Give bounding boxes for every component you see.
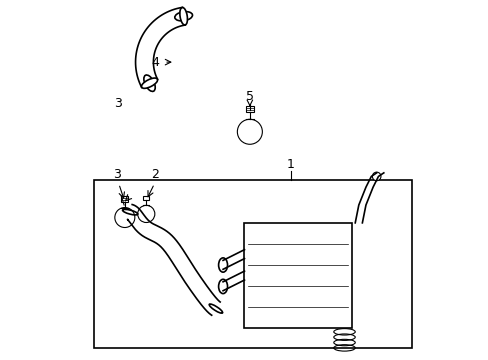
Ellipse shape — [180, 8, 187, 25]
Ellipse shape — [122, 210, 138, 215]
Ellipse shape — [141, 78, 157, 88]
Bar — [245, 106, 254, 112]
Text: 4: 4 — [151, 55, 159, 69]
Bar — [121, 197, 128, 202]
Ellipse shape — [218, 279, 227, 294]
Ellipse shape — [218, 258, 227, 272]
Bar — [244, 223, 351, 328]
Text: 2: 2 — [151, 168, 159, 181]
Ellipse shape — [209, 304, 222, 313]
Text: 1: 1 — [286, 158, 294, 171]
Text: 3: 3 — [112, 168, 121, 181]
Text: 3: 3 — [114, 97, 122, 111]
Text: 5: 5 — [245, 90, 253, 103]
Circle shape — [372, 172, 380, 181]
Bar — [143, 196, 149, 201]
